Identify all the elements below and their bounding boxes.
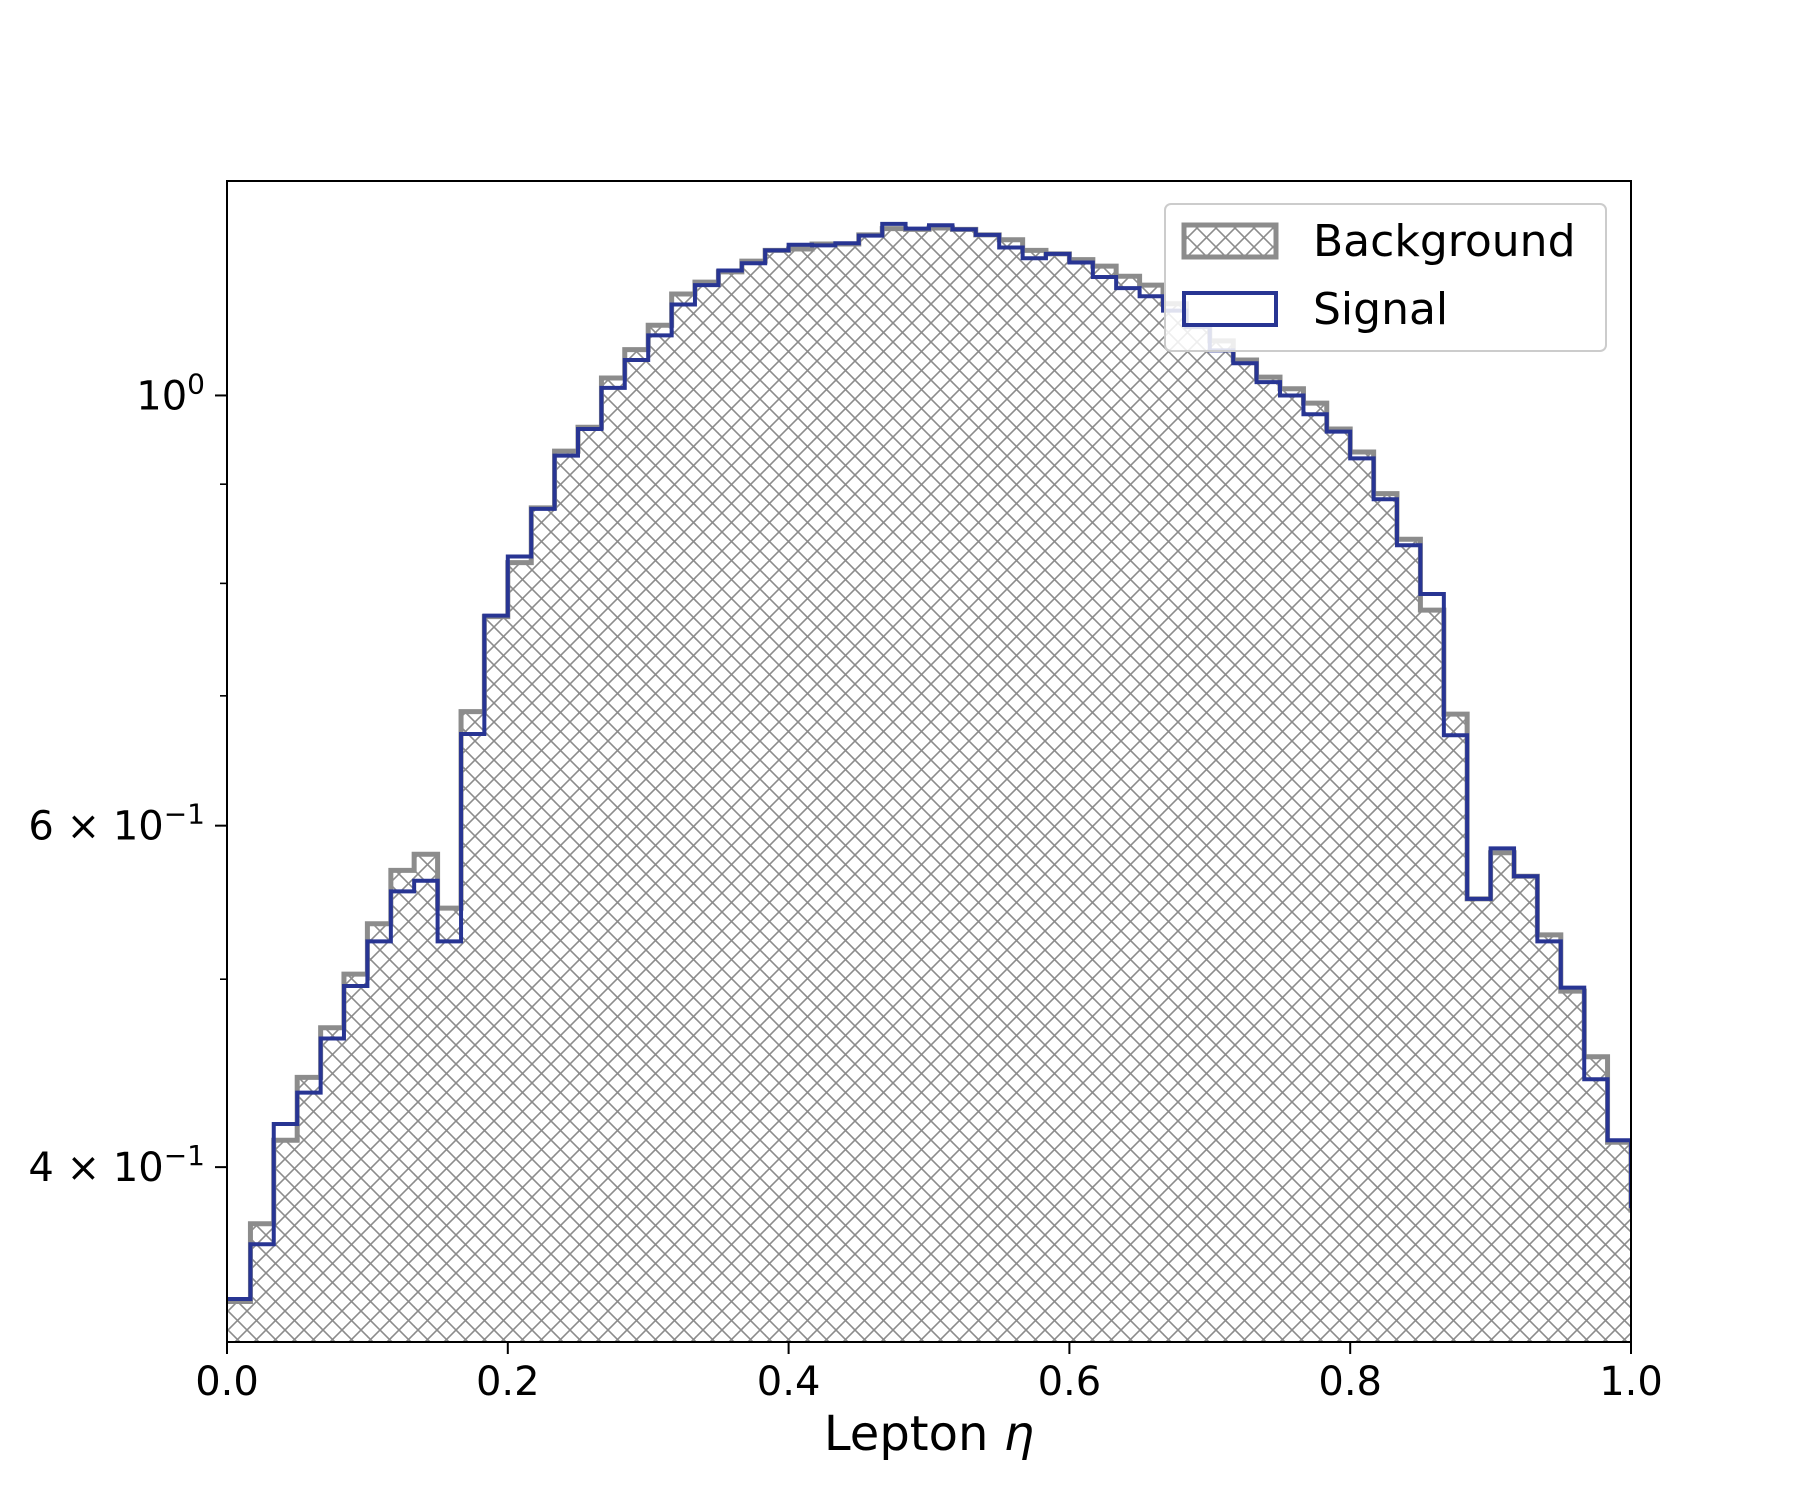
- background-bar: [1396, 539, 1421, 1342]
- background-bar: [1607, 1142, 1632, 1342]
- background-bar: [741, 261, 766, 1342]
- y-axis: 100 6 × 10−1 4 × 10−1: [28, 367, 227, 1191]
- background-bar: [367, 923, 392, 1342]
- background-bar: [228, 1301, 252, 1342]
- background-bar: [1514, 876, 1538, 1342]
- x-axis-label-text: Lepton: [824, 1406, 989, 1462]
- background-bar: [1022, 250, 1047, 1342]
- y-tick-label: 100: [136, 367, 205, 419]
- x-tick-label: 0.4: [757, 1359, 821, 1405]
- x-tick-label: 0.6: [1038, 1359, 1102, 1405]
- background-bar: [1326, 428, 1351, 1342]
- background-bar: [1373, 493, 1398, 1342]
- background-bar: [437, 908, 462, 1342]
- x-tick-label: 0.2: [476, 1359, 540, 1405]
- background-bar: [461, 711, 485, 1342]
- background-bar: [250, 1223, 275, 1342]
- background-bar: [390, 870, 415, 1342]
- plot-frame: [226, 180, 1632, 1343]
- background-bar: [1186, 326, 1211, 1342]
- background-bar: [694, 282, 719, 1342]
- background-series: [228, 225, 1632, 1342]
- x-tick-label: 0.8: [1318, 1359, 1382, 1405]
- background-bar: [1209, 340, 1234, 1342]
- legend: Background Signal: [1164, 203, 1607, 352]
- signal-series: [228, 221, 1632, 1302]
- background-bar: [484, 616, 509, 1342]
- background-bar: [1092, 266, 1117, 1342]
- background-bar: [1350, 452, 1375, 1342]
- background-bar: [1560, 991, 1585, 1342]
- background-bar: [882, 228, 907, 1342]
- background-bar: [1490, 852, 1515, 1342]
- background-bar: [1116, 276, 1141, 1342]
- background-bar: [1537, 934, 1562, 1342]
- background-bar: [1584, 1056, 1609, 1342]
- x-tick-label: 1.0: [1599, 1359, 1663, 1405]
- background-bar: [554, 451, 579, 1342]
- background-bar: [624, 349, 649, 1342]
- signal-line: [228, 221, 1632, 1302]
- y-tick-label: 6 × 10−1: [28, 798, 205, 850]
- y-tick-label: 4 × 10−1: [28, 1139, 205, 1191]
- background-bar: [1280, 388, 1305, 1342]
- legend-background-swatch: [1181, 222, 1279, 260]
- x-axis: 0.0 0.2 0.4 0.6 0.8 1.0: [195, 1342, 1663, 1405]
- background-bar: [531, 507, 556, 1342]
- background-bar: [835, 244, 860, 1342]
- background-bar: [343, 974, 368, 1342]
- background-bar: [905, 229, 930, 1342]
- background-bar: [297, 1077, 322, 1342]
- background-bar: [1069, 259, 1094, 1342]
- background-bar: [929, 227, 954, 1342]
- background-bar: [952, 229, 977, 1342]
- background-bar: [1163, 303, 1187, 1342]
- background-bar: [1233, 359, 1258, 1342]
- background-bar: [999, 239, 1024, 1342]
- background-bar: [671, 294, 696, 1342]
- background-bar: [1303, 403, 1328, 1342]
- background-bar: [812, 244, 836, 1342]
- legend-signal-swatch: [1182, 291, 1278, 327]
- legend-background-label: Background: [1313, 216, 1576, 267]
- background-bar: [601, 377, 626, 1342]
- x-axis-label: Lepton η: [824, 1406, 1034, 1462]
- background-bar: [975, 234, 1000, 1342]
- background-bar: [578, 427, 603, 1342]
- background-bar: [1139, 285, 1164, 1342]
- x-axis-label-symbol: η: [1004, 1406, 1034, 1462]
- background-bar: [320, 1027, 345, 1342]
- background-bar: [273, 1140, 298, 1342]
- background-bar: [765, 250, 790, 1342]
- background-bar: [718, 271, 743, 1342]
- background-bar: [1420, 610, 1445, 1342]
- background-bar: [648, 325, 673, 1342]
- background-bar: [858, 234, 883, 1342]
- background-bar: [1467, 898, 1492, 1342]
- background-bar: [1443, 714, 1468, 1342]
- background-bar: [1256, 377, 1281, 1342]
- x-tick-label: 0.0: [195, 1359, 259, 1405]
- background-bar: [1045, 253, 1070, 1342]
- background-bar: [788, 248, 813, 1342]
- background-bar: [414, 854, 439, 1342]
- background-bar: [507, 562, 532, 1342]
- legend-signal-label: Signal: [1313, 284, 1448, 335]
